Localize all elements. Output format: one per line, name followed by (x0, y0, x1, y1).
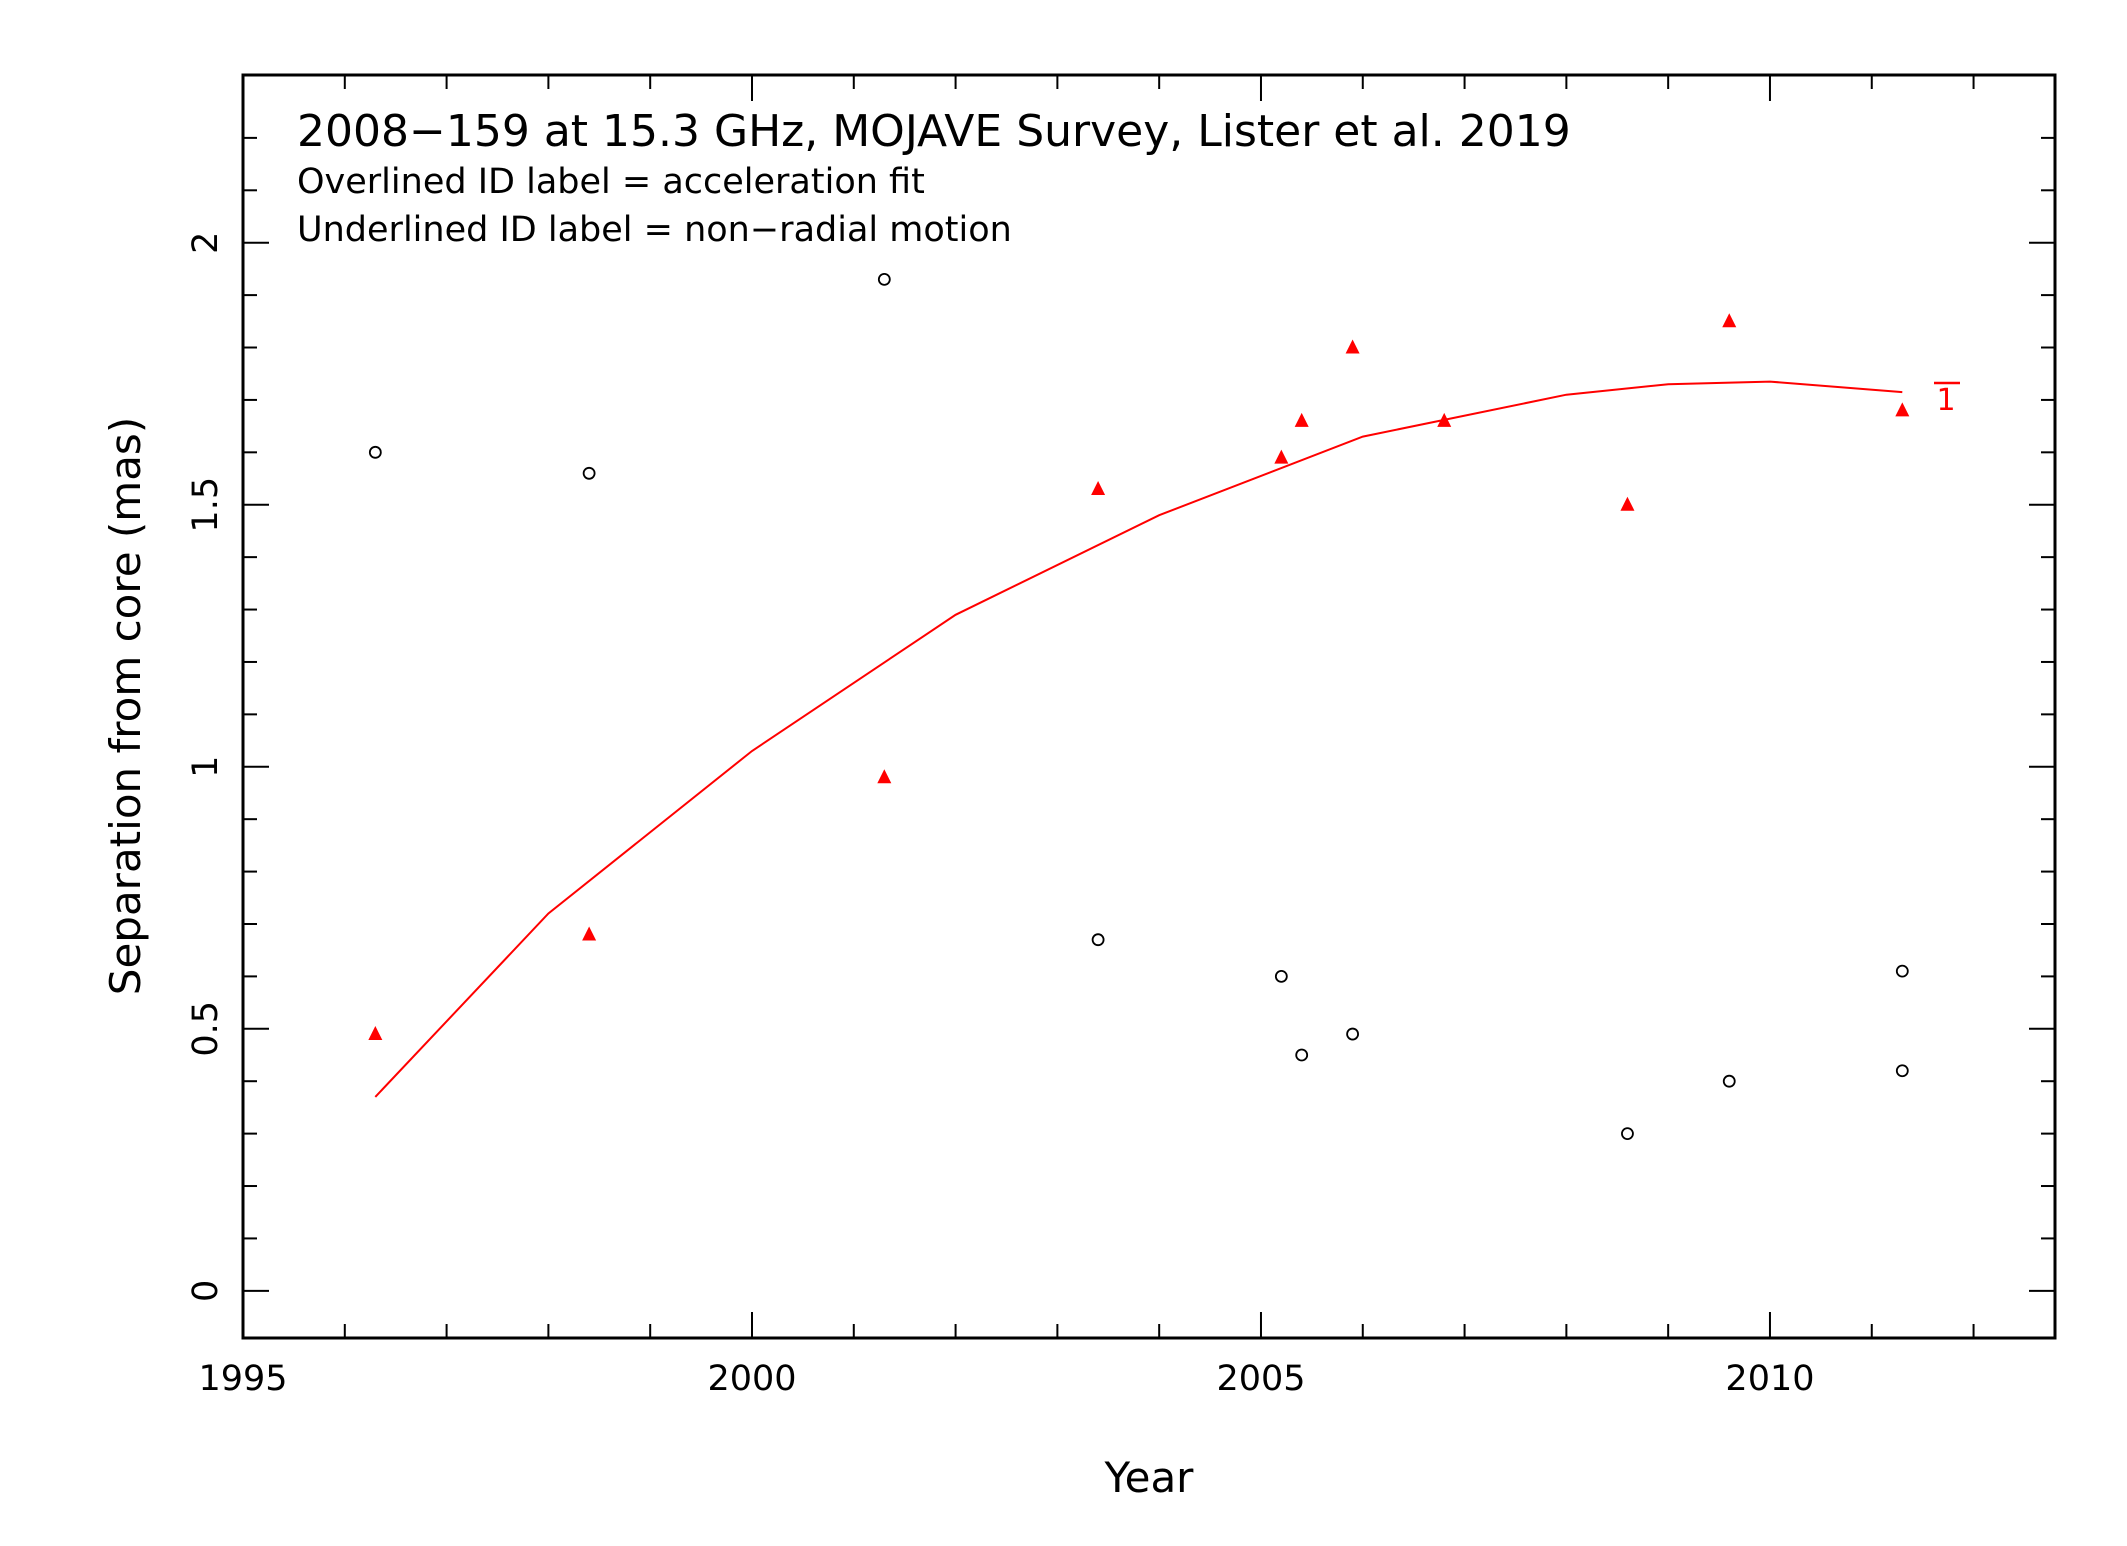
data-point-circle (1895, 964, 1909, 978)
data-point-circle (1895, 1064, 1909, 1078)
x-tick-labels: 1995 2000 2005 2010 (198, 1359, 1814, 1399)
ticks-layer (242, 75, 2055, 1338)
y-tick-label: 0.5 (186, 1001, 226, 1057)
data-point-triangle (1620, 496, 1635, 511)
fit-curve (374, 380, 1903, 1098)
data-point-triangle (1437, 412, 1452, 427)
series-id-label: 1 (1936, 383, 1955, 418)
data-point-circle (1621, 1127, 1634, 1141)
chart-subtitle-1: Overlined ID label = acceleration fit (297, 162, 925, 202)
data-point-triangle (1294, 412, 1309, 427)
data-point-triangle (582, 926, 597, 941)
data-point-circle (1091, 933, 1105, 947)
x-tick-label: 2000 (707, 1359, 796, 1399)
data-point-triangle (1895, 402, 1910, 417)
data-point-triangle (1091, 481, 1106, 496)
data-point-triangle (1722, 313, 1737, 328)
data-point-triangle (877, 769, 892, 784)
data-point-circle (1295, 1048, 1309, 1062)
y-tick-label: 2 (186, 232, 226, 254)
data-point-triangle (1274, 449, 1289, 464)
x-tick-label: 2010 (1725, 1359, 1814, 1399)
data-point-circle (877, 272, 891, 286)
plot-frame (241, 73, 2057, 1340)
x-axis-label: Year (1104, 1453, 1195, 1502)
data-point-circle (1722, 1074, 1736, 1088)
data-point-triangle (1345, 339, 1360, 354)
y-tick-label: 1.5 (186, 477, 226, 533)
data-point-triangle (368, 1026, 383, 1041)
data-point-circle (582, 466, 596, 480)
data-point-circle (1274, 969, 1288, 983)
x-tick-label: 2005 (1216, 1359, 1305, 1399)
data-point-circle (1346, 1027, 1359, 1041)
data-point-circle (368, 445, 382, 459)
chart-title: 2008−159 at 15.3 GHz, MOJAVE Survey, Lis… (297, 106, 1571, 157)
y-tick-labels: 0 0.5 1 1.5 2 (186, 232, 226, 1302)
fit-layer (374, 380, 1903, 1098)
x-tick-label: 1995 (198, 1359, 287, 1399)
y-tick-label: 0 (186, 1280, 226, 1302)
chart-subtitle-2: Underlined ID label = non−radial motion (297, 210, 1012, 250)
points-layer (368, 272, 1910, 1141)
y-tick-label: 1 (186, 756, 226, 778)
y-axis-label: Separation from core (mas) (101, 417, 150, 995)
